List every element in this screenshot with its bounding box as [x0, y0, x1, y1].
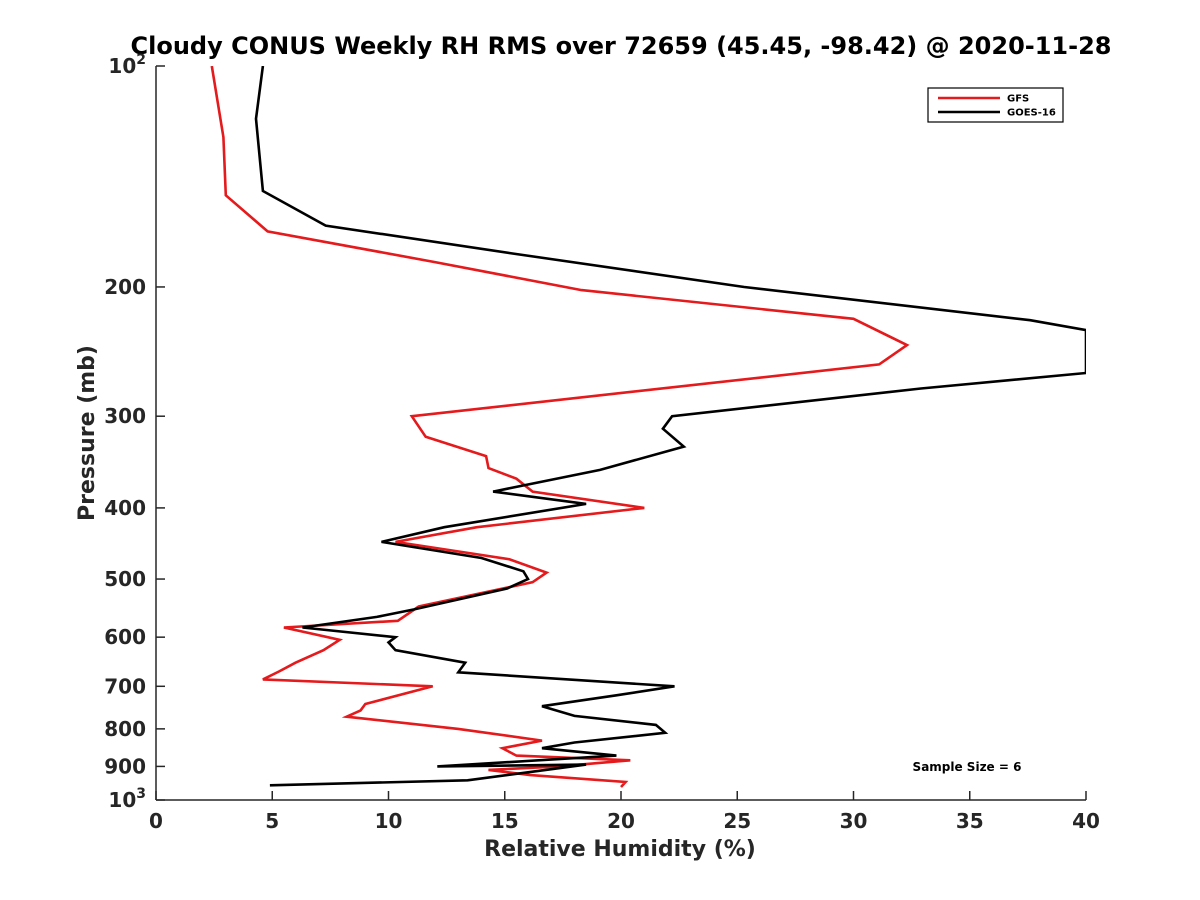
- legend-label: GFS: [1007, 94, 1029, 105]
- y-tick-label: 300: [104, 404, 146, 428]
- x-tick-label: 35: [956, 809, 984, 833]
- y-tick-label: 102: [108, 52, 146, 78]
- legend: GFS GOES-16: [927, 87, 1064, 123]
- y-tick-label: 500: [104, 567, 146, 591]
- x-tick-label: 20: [607, 809, 635, 833]
- sample-size-annotation: Sample Size = 6: [913, 760, 1022, 774]
- y-tick-label: 900: [104, 754, 146, 778]
- x-tick-label: 0: [149, 809, 163, 833]
- x-axis-label: Relative Humidity (%): [484, 837, 756, 862]
- plot-area: [210, 66, 1086, 788]
- y-tick-label: 800: [104, 717, 146, 741]
- x-tick-label: 25: [723, 809, 751, 833]
- x-tick-label: 10: [375, 809, 403, 833]
- y-axis-label: Pressure (mb): [75, 345, 100, 521]
- x-tick-label: 15: [491, 809, 519, 833]
- x-tick-label: 30: [840, 809, 868, 833]
- legend-label: GOES-16: [1007, 108, 1056, 119]
- y-tick-label: 200: [104, 275, 146, 299]
- series-line-gfs: [210, 66, 910, 788]
- y-axis: 102 200 300 400 500 600 700 800 900 103: [104, 52, 165, 812]
- y-tick-label: 103: [108, 786, 146, 812]
- series-line-goes-16: [254, 66, 1086, 787]
- y-tick-label: 700: [104, 674, 146, 698]
- y-tick-label: 400: [104, 496, 146, 520]
- y-tick-label: 600: [104, 625, 146, 649]
- chart-title: Cloudy CONUS Weekly RH RMS over 72659 (4…: [131, 32, 1112, 60]
- x-tick-label: 5: [265, 809, 279, 833]
- legend-box: [927, 87, 1064, 123]
- x-tick-label: 40: [1072, 809, 1100, 833]
- x-axis: 0 5 10 15 20 25 30 35 40: [149, 791, 1100, 833]
